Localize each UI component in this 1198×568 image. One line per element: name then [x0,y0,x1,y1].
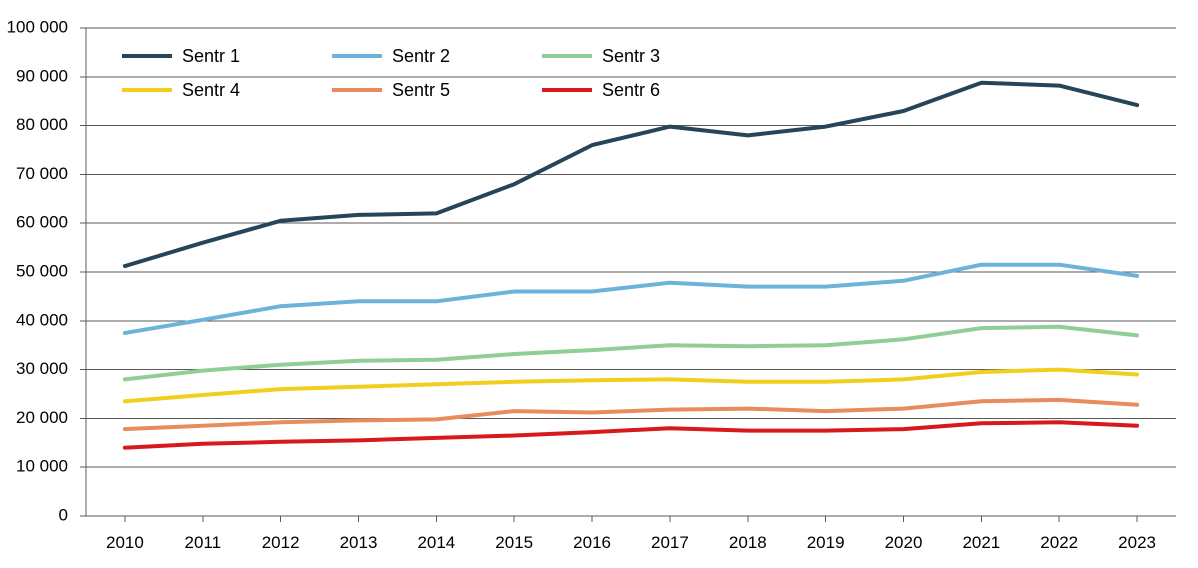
x-tick-label: 2015 [495,533,533,552]
y-tick-label: 20 000 [16,408,68,427]
y-tick-label: 60 000 [16,213,68,232]
x-tick-label: 2012 [262,533,300,552]
legend-label: Sentr 3 [602,46,660,66]
x-tick-label: 2020 [885,533,923,552]
y-tick-label: 100 000 [7,17,68,36]
x-tick-label: 2013 [340,533,378,552]
x-tick-label: 2017 [651,533,689,552]
y-tick-label: 70 000 [16,164,68,183]
y-tick-label: 10 000 [16,457,68,476]
x-tick-label: 2022 [1040,533,1078,552]
x-tick-label: 2021 [962,533,1000,552]
y-tick-label: 40 000 [16,310,68,329]
x-tick-label: 2014 [417,533,455,552]
legend-label: Sentr 5 [392,80,450,100]
x-tick-label: 2019 [807,533,845,552]
x-tick-label: 2010 [106,533,144,552]
legend-label: Sentr 2 [392,46,450,66]
x-tick-label: 2018 [729,533,767,552]
x-tick-label: 2011 [185,533,222,552]
y-tick-label: 30 000 [16,359,68,378]
legend-label: Sentr 1 [182,46,240,66]
y-tick-label: 90 000 [16,66,68,85]
line-chart: 0 10 000 20 000 30 000 40 000 50 000 60 000 70 … [0,0,1198,568]
y-tick-label: 80 000 [16,115,68,134]
y-tick-label: 0 [59,505,68,524]
x-tick-label: 2016 [573,533,611,552]
legend-label: Sentr 4 [182,80,240,100]
x-tick-label: 2023 [1118,533,1156,552]
legend-label: Sentr 6 [602,80,660,100]
chart-svg: 0 10 000 20 000 30 000 40 000 50 000 60 000 70 … [0,0,1198,568]
y-tick-label: 50 000 [16,261,68,280]
